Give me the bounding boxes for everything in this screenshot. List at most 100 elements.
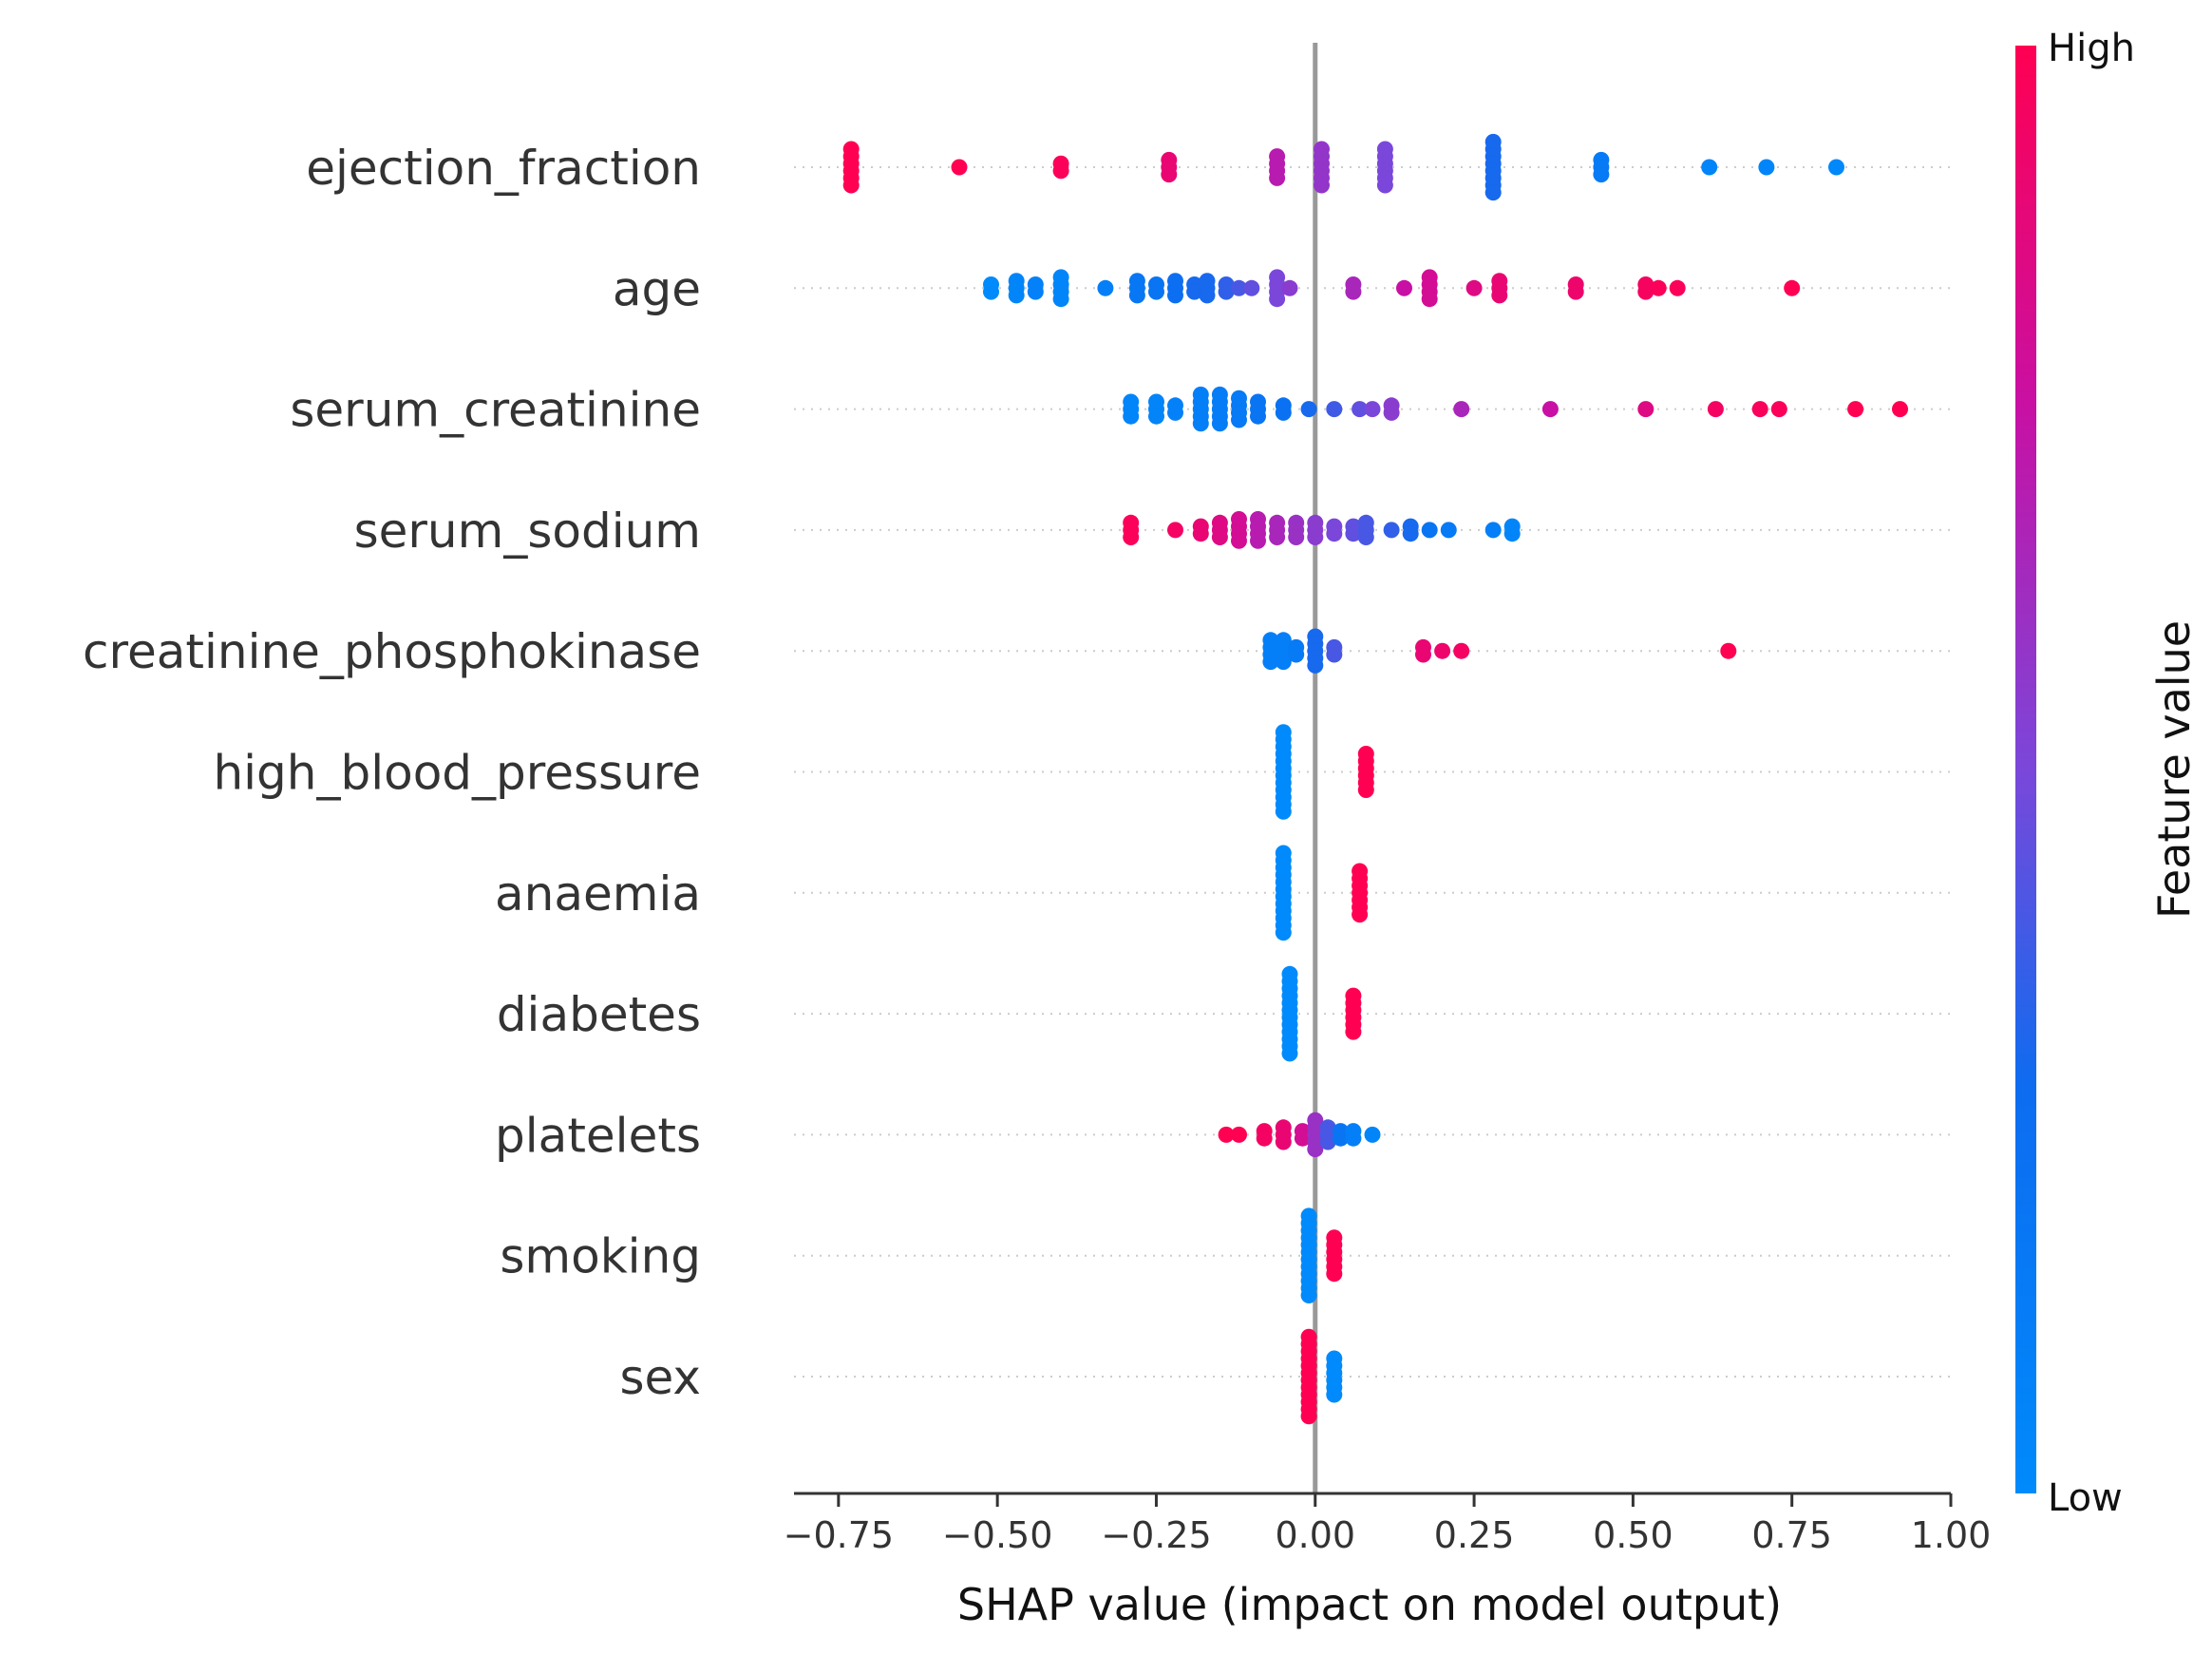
shap-point — [1199, 287, 1216, 304]
shap-point — [1415, 646, 1431, 663]
shap-point — [1326, 1265, 1343, 1283]
shap-point — [1421, 522, 1438, 539]
shap-point — [1281, 1045, 1298, 1062]
shap-point — [1751, 401, 1768, 418]
feature-label: sex — [619, 1350, 701, 1405]
shap-point — [1376, 177, 1393, 194]
x-tick-label: 1.00 — [1911, 1514, 1992, 1556]
shap-point — [1027, 283, 1044, 300]
shap-point — [1300, 1408, 1317, 1425]
shap-point — [1465, 279, 1483, 296]
shap-point — [1593, 166, 1610, 183]
shap-point — [1128, 287, 1145, 304]
x-tick-label: −0.50 — [942, 1514, 1052, 1556]
shap-point — [1669, 279, 1686, 296]
shap-point — [1326, 525, 1343, 542]
shap-point — [1250, 532, 1266, 549]
shap-point — [1052, 291, 1069, 308]
shap-point — [1319, 1133, 1336, 1150]
shap-point — [1828, 159, 1844, 176]
shap-point — [1275, 654, 1292, 671]
colorbar-high-label: High — [2048, 27, 2135, 70]
shap-point — [1484, 522, 1502, 539]
feature-label: smoking — [500, 1229, 701, 1284]
shap-point — [1281, 279, 1298, 296]
shap-point — [1357, 529, 1374, 545]
shap-point — [1275, 924, 1292, 941]
shap-point — [1256, 1130, 1273, 1147]
shap-point — [1231, 411, 1247, 428]
shap-point — [1847, 401, 1864, 418]
x-axis-title: SHAP value (impact on model output) — [957, 1579, 1782, 1630]
x-tick-label: −0.25 — [1101, 1514, 1211, 1556]
shap-point — [1097, 279, 1114, 296]
shap-point — [1402, 525, 1419, 542]
shap-point — [1307, 1141, 1324, 1158]
shap-point — [1720, 642, 1737, 659]
feature-label: serum_sodium — [354, 504, 701, 559]
shap-point — [1352, 401, 1369, 418]
shap-point — [951, 159, 968, 176]
shap-point — [1192, 415, 1209, 432]
shap-point — [1345, 1130, 1362, 1147]
shap-point — [842, 177, 860, 194]
shap-point — [1275, 803, 1292, 820]
shap-point — [1701, 159, 1718, 176]
x-tick-label: −0.75 — [784, 1514, 894, 1556]
shap-point — [1250, 408, 1266, 425]
shap-point — [1148, 283, 1164, 300]
shap-point — [1167, 522, 1183, 539]
shap-point — [1211, 529, 1228, 545]
feature-label: creatinine_phosphokinase — [83, 624, 701, 679]
shap-point — [1300, 1287, 1317, 1303]
shap-point — [1123, 408, 1140, 425]
feature-label: age — [613, 261, 701, 316]
shap-point — [1167, 404, 1183, 421]
shap-point — [1364, 401, 1381, 418]
colorbar-low-label: Low — [2048, 1476, 2123, 1520]
shap-point — [1352, 906, 1369, 923]
shap-point — [1453, 642, 1470, 659]
colorbar-gradient — [2015, 46, 2036, 1493]
feature-label: anaemia — [495, 866, 701, 922]
shap-point — [1541, 401, 1559, 418]
colorbar: High Low Feature value — [2015, 27, 2200, 1520]
shap-point — [1357, 782, 1374, 798]
shap-point — [1300, 401, 1317, 418]
shap-point — [1269, 169, 1286, 186]
shap-point — [1275, 404, 1292, 421]
shap-point — [1052, 162, 1069, 180]
shap-point — [1453, 401, 1470, 418]
shap-point — [1269, 529, 1286, 545]
x-axis: −0.75 −0.50 −0.25 0.00 0.25 0.50 0.75 1.00 — [784, 1492, 1992, 1556]
shap-point — [1161, 166, 1178, 183]
shap-point — [1326, 401, 1343, 418]
colorbar-title: Feature value — [2148, 620, 2200, 919]
feature-label: serum_creatinine — [290, 383, 701, 438]
shap-point — [1231, 279, 1247, 296]
feature-label: ejection_fraction — [306, 141, 701, 196]
feature-label: diabetes — [497, 987, 701, 1042]
shap-point — [1269, 291, 1286, 308]
shap-point — [1503, 525, 1521, 542]
shap-point — [983, 283, 999, 300]
x-tick-label: 0.00 — [1275, 1514, 1355, 1556]
shap-point — [1396, 279, 1412, 296]
shap-point — [1383, 522, 1400, 539]
shap-point — [1491, 287, 1508, 304]
shap-point — [1345, 1023, 1362, 1040]
shap-point — [1262, 654, 1279, 671]
shap-point — [1758, 159, 1775, 176]
shap-point — [1567, 283, 1584, 300]
shap-point — [1123, 529, 1140, 545]
shap-point — [1637, 401, 1654, 418]
shap-point — [1186, 283, 1203, 300]
shap-point — [1192, 525, 1209, 542]
shap-point — [1294, 1130, 1311, 1147]
shap-point — [1333, 1130, 1349, 1147]
shap-point — [1364, 1126, 1381, 1143]
shap-point — [1288, 646, 1305, 663]
shap-point — [1231, 532, 1247, 549]
